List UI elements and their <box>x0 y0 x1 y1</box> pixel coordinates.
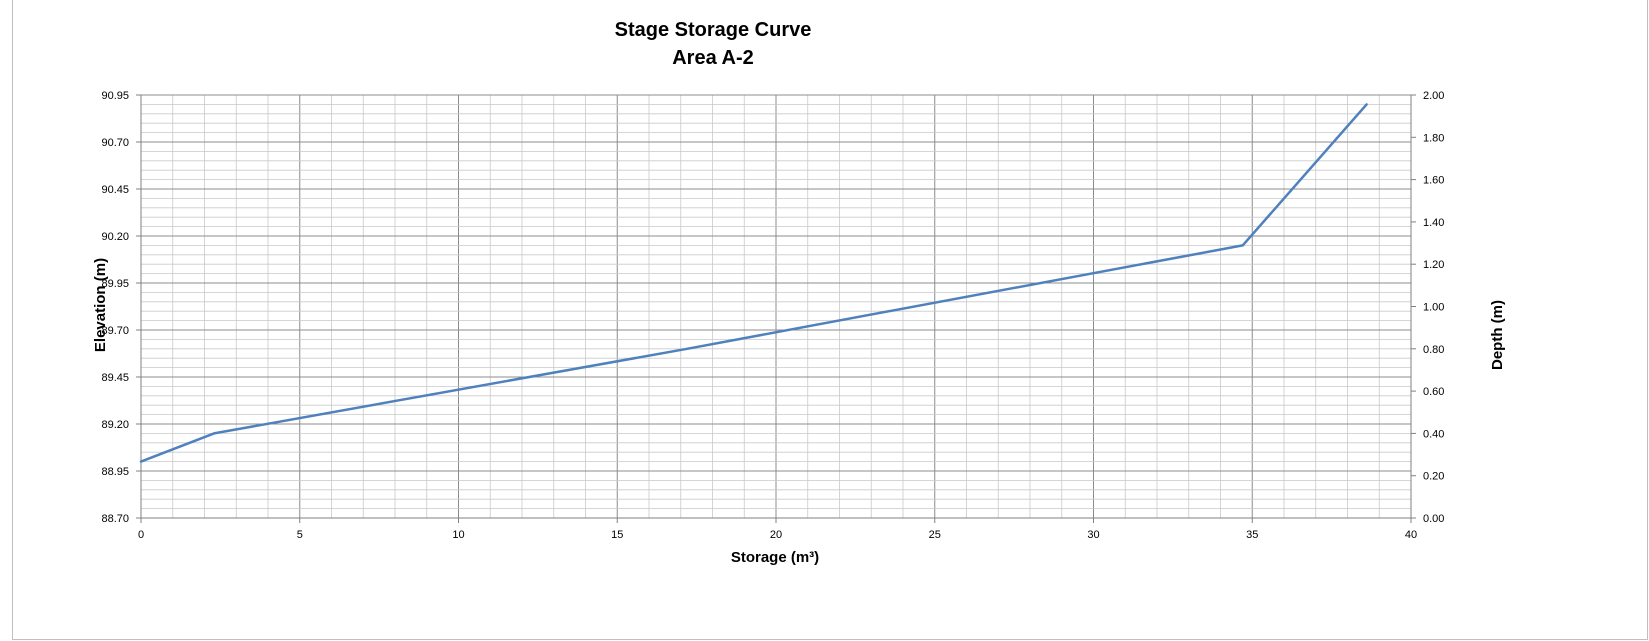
y2-tick-label: 0.40 <box>1423 428 1444 440</box>
y2-tick-label: 1.60 <box>1423 175 1444 187</box>
y-tick-label: 90.95 <box>101 90 129 102</box>
y-axis-title: Elevation (m) <box>92 258 109 352</box>
y-tick-label: 90.20 <box>101 231 129 243</box>
chart-subtitle: Area A-2 <box>672 47 754 69</box>
y2-tick-label: 0.00 <box>1423 513 1444 525</box>
y2-tick-label: 0.60 <box>1423 386 1444 398</box>
series-line-0 <box>139 103 1368 463</box>
grid-lines <box>140 94 1412 519</box>
y2-tick-label: 1.80 <box>1423 132 1444 144</box>
y-tick-label: 90.45 <box>101 184 129 196</box>
y2-tick-label: 0.20 <box>1423 471 1444 483</box>
x-tick-label: 20 <box>770 529 782 541</box>
y2-tick-label: 0.80 <box>1423 344 1444 356</box>
y-tick-label: 90.70 <box>101 137 129 149</box>
y-tick-label: 89.45 <box>101 372 129 384</box>
axes <box>136 94 1416 523</box>
y-tick-label: 88.95 <box>101 466 129 478</box>
y2-axis-title: Depth (m) <box>1489 300 1506 370</box>
y2-tick-label: 1.40 <box>1423 217 1444 229</box>
chart-title: Stage Storage Curve <box>615 19 812 41</box>
y-tick-label: 89.95 <box>101 278 129 290</box>
chart-frame: Stage Storage Curve Area A-2 0 5 10 15 20 25 3… <box>12 0 1648 640</box>
y-tick-label: 89.20 <box>101 419 129 431</box>
y2-tick-label: 1.20 <box>1423 259 1444 271</box>
chart-svg: Stage Storage Curve Area A-2 0 5 10 15 20 25 3… <box>92 19 1506 566</box>
series-layer <box>139 103 1368 463</box>
y2-tick-label: 2.00 <box>1423 90 1444 102</box>
y-tick-label: 89.70 <box>101 325 129 337</box>
y-tick-label: 88.70 <box>101 513 129 525</box>
tick-labels: 0 5 10 15 20 25 30 35 40 88.70 88.95 89.20 89.45 89.7… <box>101 90 1444 541</box>
x-tick-label: 40 <box>1405 529 1417 541</box>
x-tick-label: 25 <box>929 529 941 541</box>
x-tick-label: 15 <box>611 529 623 541</box>
x-tick-label: 30 <box>1087 529 1099 541</box>
x-tick-label: 35 <box>1246 529 1258 541</box>
x-axis-title: Storage (m³) <box>731 549 819 566</box>
x-tick-label: 0 <box>138 529 144 541</box>
y2-tick-label: 1.00 <box>1423 302 1444 314</box>
x-tick-label: 10 <box>452 529 464 541</box>
x-tick-label: 5 <box>297 529 303 541</box>
